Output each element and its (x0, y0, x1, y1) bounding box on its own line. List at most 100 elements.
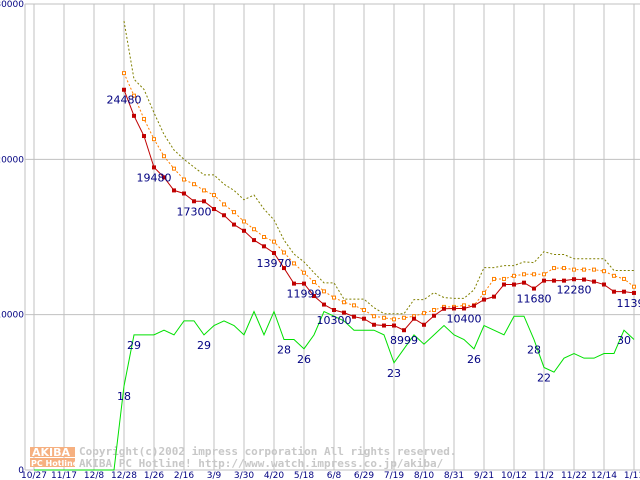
average-price-point (232, 210, 236, 215)
average-price-point (432, 308, 436, 313)
y-tick-label: 0 (18, 466, 24, 476)
min-price-point (632, 290, 636, 295)
data-label: 17300 (177, 205, 212, 218)
data-label: 26 (297, 353, 311, 366)
min-price-point (272, 250, 276, 255)
average-price-point (142, 116, 146, 121)
min-price-point (442, 306, 446, 311)
y-tick-label: 20000 (0, 155, 24, 165)
average-price-point (242, 219, 246, 224)
average-price-point (182, 177, 186, 182)
average-price-point (562, 266, 566, 271)
average-price-point (122, 71, 126, 76)
average-price-point (302, 270, 306, 275)
logo-bottom-box (30, 458, 75, 467)
min-price-point (192, 199, 196, 204)
x-tick-label: 11/17 (51, 471, 77, 480)
x-tick-label: 11/2 (534, 471, 554, 480)
average-price-point (422, 311, 426, 316)
min-price-point (492, 294, 496, 299)
min-price-line (123, 89, 635, 331)
average-price-point (382, 315, 386, 320)
data-label: 28 (527, 344, 541, 357)
x-tick-label: 9/21 (474, 471, 494, 480)
data-label: 30 (617, 334, 631, 347)
logo-top-box (30, 447, 75, 457)
x-tick-label: 6/29 (354, 471, 374, 480)
average-price-point (362, 308, 366, 313)
min-price-point (592, 279, 596, 284)
min-price-point (472, 303, 476, 308)
min-price-point (252, 238, 256, 243)
average-price-point (502, 276, 506, 281)
x-tick-label: 6/8 (327, 471, 342, 480)
data-label: 10400 (447, 312, 482, 325)
min-price-point (502, 282, 506, 287)
x-tick-label: 12/14 (591, 471, 617, 480)
x-tick-label: 8/10 (414, 471, 434, 480)
average-price-point (462, 303, 466, 308)
y-tick-label: 10000 (0, 311, 24, 321)
shop-count-line (34, 310, 635, 471)
data-label: 11680 (517, 293, 552, 306)
x-tick-label: 2/16 (174, 471, 194, 480)
min-price-point (622, 289, 626, 294)
min-price-point (132, 113, 136, 118)
min-price-point (542, 278, 546, 283)
min-price-point (452, 306, 456, 311)
min-price-point (482, 297, 486, 302)
average-price-point (282, 250, 286, 255)
data-labels: 24480 19480 17300 13970 11999 10300 8999 10400 1… (107, 94, 640, 403)
x-tick-label: 4/20 (264, 471, 284, 480)
average-price-point (402, 315, 406, 320)
average-price-point (372, 314, 376, 319)
max-price-line (123, 21, 634, 315)
x-tick-label: 3/9 (207, 471, 222, 480)
min-price-point (612, 289, 616, 294)
average-price-point (392, 317, 396, 322)
data-label: 18 (117, 390, 131, 403)
min-price-point (512, 282, 516, 287)
average-price-point (632, 284, 636, 289)
data-label: 11399 (617, 297, 640, 310)
min-price-point (422, 322, 426, 327)
data-label: 22 (537, 371, 551, 384)
x-tick-label: 10/27 (21, 471, 47, 480)
average-price-point (612, 273, 616, 278)
average-price-point (532, 272, 536, 277)
average-price-point (342, 300, 346, 305)
average-price-point (162, 154, 166, 159)
min-price-point (562, 278, 566, 283)
x-tick-label: 1/26 (144, 471, 164, 480)
average-price-point (552, 266, 556, 271)
min-price-point (262, 244, 266, 249)
min-price-point (332, 308, 336, 313)
site-url-text: AKIBA PC Hotline! http://www.watch.impre… (79, 457, 444, 470)
average-price-point (132, 93, 136, 98)
min-price-point (362, 316, 366, 321)
min-price-point (282, 266, 286, 271)
data-label: 12280 (557, 283, 592, 296)
min-price-point (532, 286, 536, 291)
average-price-point (192, 182, 196, 187)
average-price-point (492, 276, 496, 281)
x-tick-label: 11/22 (561, 471, 587, 480)
data-label: 13970 (257, 257, 292, 270)
average-price-point (212, 193, 216, 198)
average-price-point (322, 289, 326, 294)
min-price-point (412, 316, 416, 321)
x-tick-label: 12/28 (111, 471, 137, 480)
average-price-point (572, 267, 576, 272)
grid (24, 3, 640, 471)
min-price-point (172, 188, 176, 193)
data-label: 29 (197, 339, 211, 352)
min-price-point (522, 280, 526, 285)
average-price-point (542, 272, 546, 277)
min-price-point (372, 322, 376, 327)
min-price-point (162, 175, 166, 180)
min-price-point (582, 277, 586, 282)
min-price-point (232, 222, 236, 227)
average-price-point (622, 276, 626, 281)
